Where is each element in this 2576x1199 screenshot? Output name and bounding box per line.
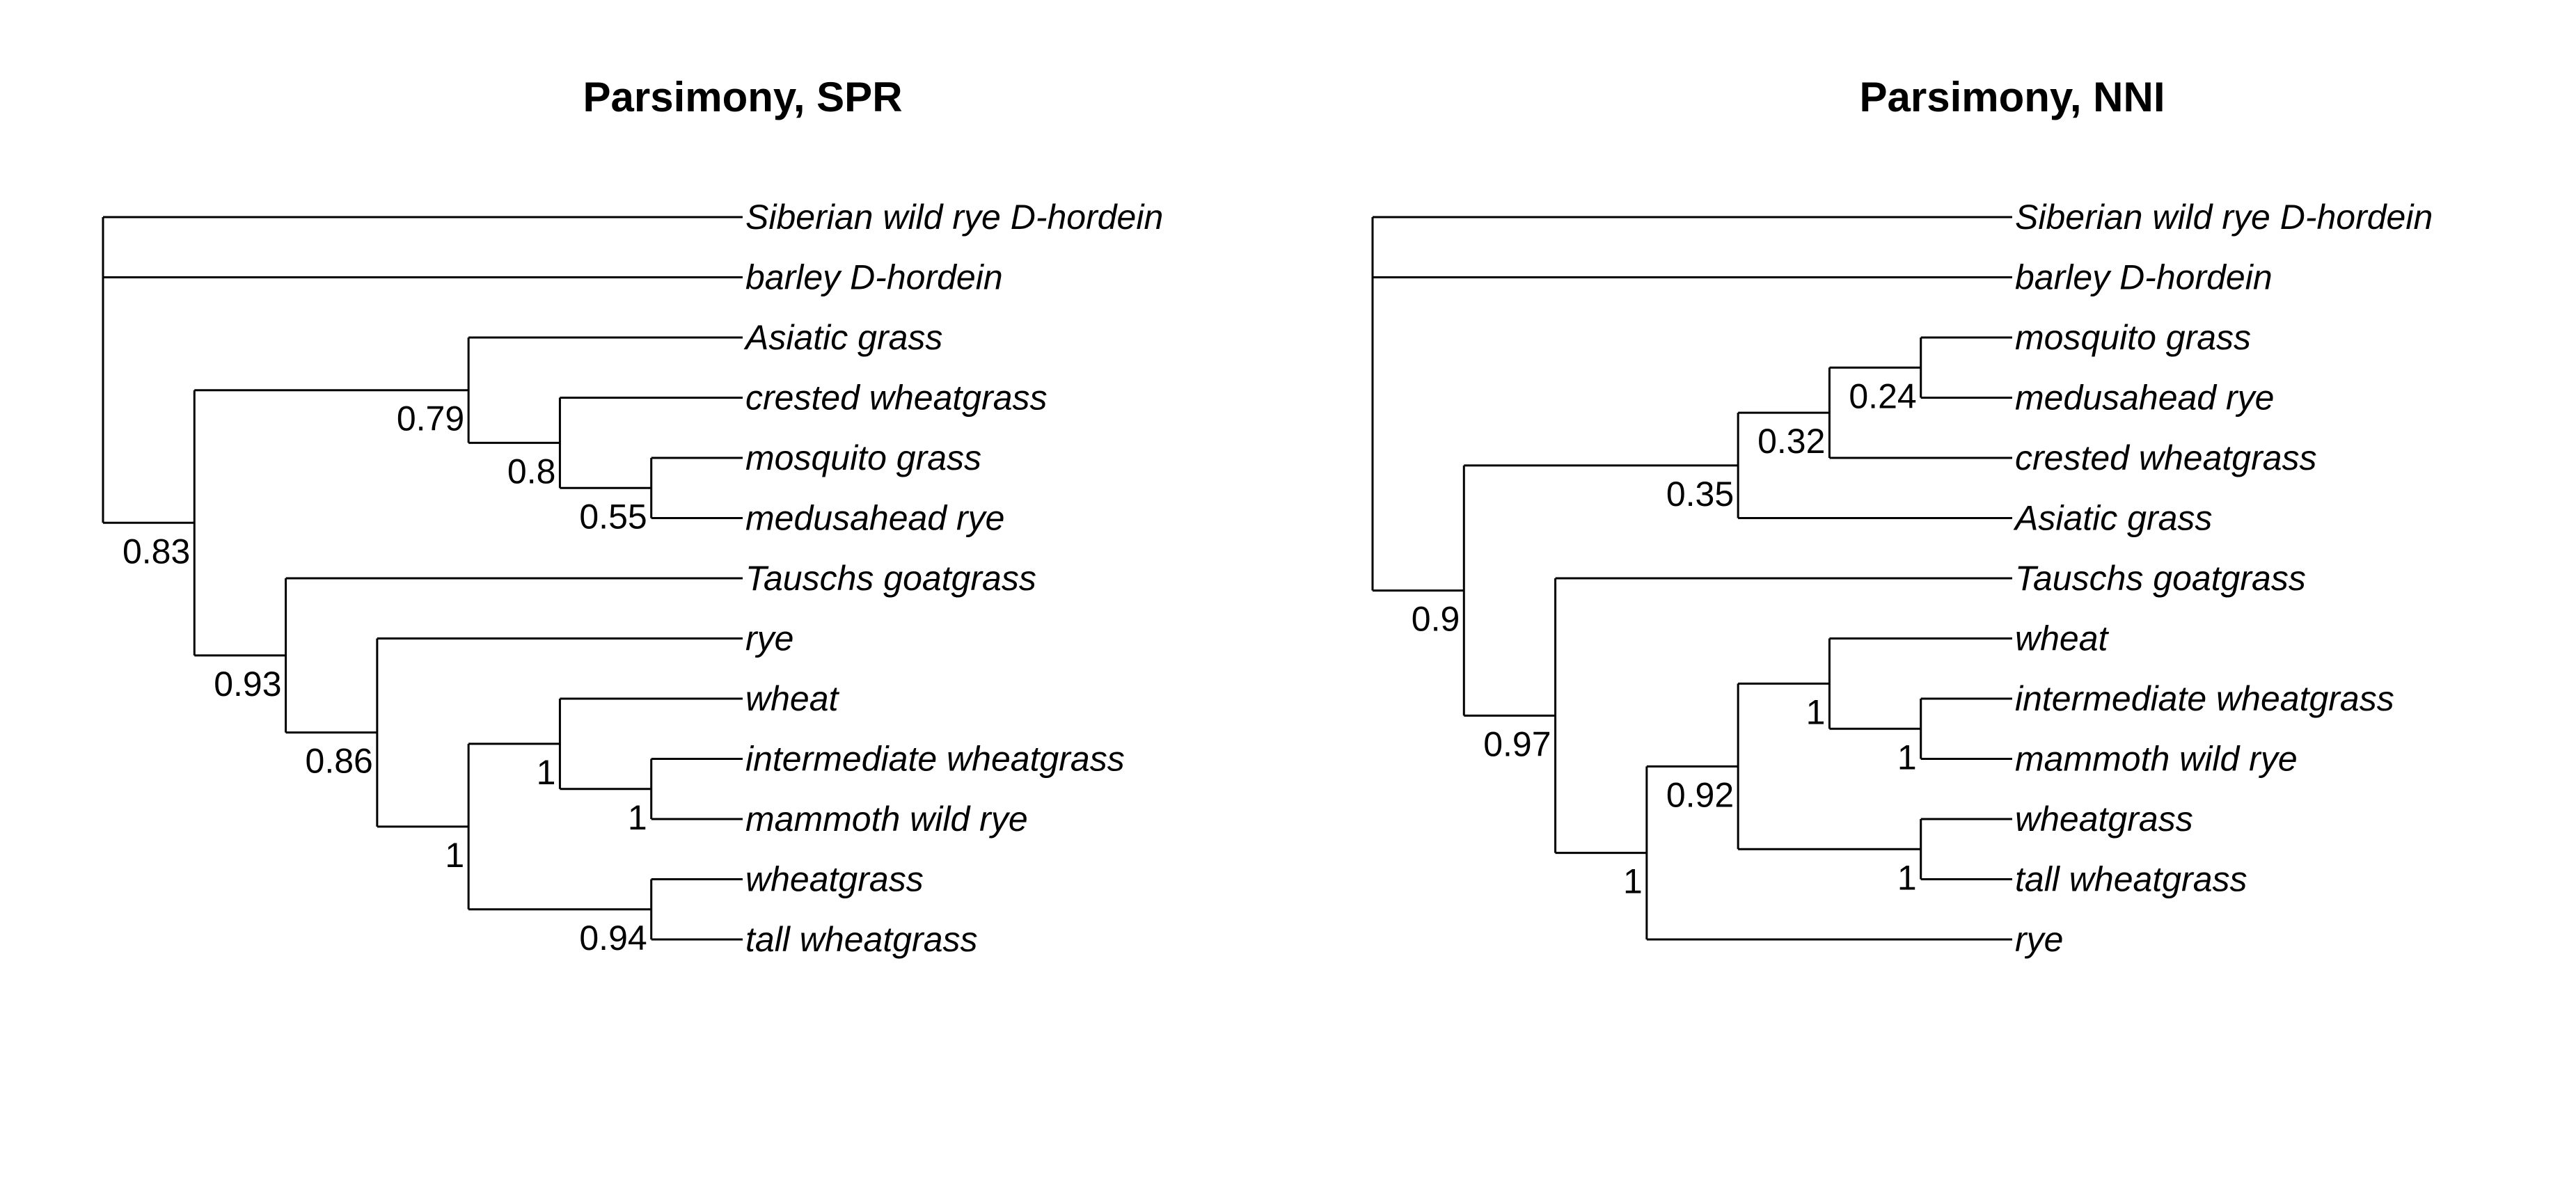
tip-label: mammoth wild rye xyxy=(2015,740,2298,779)
tip-label: wheatgrass xyxy=(2015,800,2193,839)
tip-label: wheatgrass xyxy=(745,860,924,899)
support-value: 0.97 xyxy=(1483,724,1551,763)
support-value: 0.94 xyxy=(579,919,647,958)
tip-label: rye xyxy=(745,619,793,658)
panel-parsimony-nni: Parsimony, NNI Siberian wild rye D-horde… xyxy=(1371,74,2433,959)
panel-title-nni: Parsimony, NNI xyxy=(1859,74,2165,120)
panel-title-spr: Parsimony, SPR xyxy=(583,74,902,120)
tip-label: Siberian wild rye D-hordein xyxy=(745,198,1163,237)
support-value: 0.79 xyxy=(397,399,464,438)
support-value: 1 xyxy=(1623,862,1643,901)
support-value: 1 xyxy=(445,836,464,875)
tip-label: rye xyxy=(2015,920,2063,959)
tip-label: barley D-hordein xyxy=(2015,258,2273,297)
tip-label: medusahead rye xyxy=(2015,379,2274,418)
tip-label: crested wheatgrass xyxy=(2015,438,2317,477)
support-value: 1 xyxy=(537,753,556,792)
tip-label: crested wheatgrass xyxy=(745,379,1048,418)
tip-label: tall wheatgrass xyxy=(745,920,978,959)
support-value: 1 xyxy=(1806,692,1826,731)
tip-label: barley D-hordein xyxy=(745,258,1003,297)
support-value: 0.92 xyxy=(1666,775,1734,814)
tip-label: Tauschs goatgrass xyxy=(2015,559,2306,598)
tip-label: wheat xyxy=(2015,619,2110,658)
tip-label: intermediate wheatgrass xyxy=(2015,679,2394,718)
tip-label: medusahead rye xyxy=(745,499,1004,538)
panel-parsimony-spr: Parsimony, SPR Siberian wild rye D-horde… xyxy=(102,74,1163,959)
tip-label: mosquito grass xyxy=(745,438,981,477)
support-value: 0.86 xyxy=(306,742,373,781)
support-value: 0.8 xyxy=(507,452,556,491)
support-value: 1 xyxy=(628,798,647,837)
tip-label: Asiatic grass xyxy=(743,318,942,357)
tip-label: Siberian wild rye D-hordein xyxy=(2015,198,2433,237)
support-value: 0.83 xyxy=(123,532,190,571)
support-value: 0.35 xyxy=(1666,475,1734,514)
support-value: 1 xyxy=(1897,738,1917,777)
support-value: 0.9 xyxy=(1412,600,1460,639)
tip-label: tall wheatgrass xyxy=(2015,860,2247,899)
tip-label: wheat xyxy=(745,679,840,718)
tip-label: Asiatic grass xyxy=(2013,499,2212,538)
support-value: 0.24 xyxy=(1849,376,1916,415)
tip-label: intermediate wheatgrass xyxy=(745,740,1125,779)
support-value: 1 xyxy=(1897,858,1917,897)
tip-label: mosquito grass xyxy=(2015,318,2251,357)
support-value: 0.93 xyxy=(214,665,281,704)
support-value: 0.32 xyxy=(1757,422,1825,461)
tip-label: mammoth wild rye xyxy=(745,800,1028,839)
tip-label: Tauschs goatgrass xyxy=(745,559,1036,598)
support-value: 0.55 xyxy=(579,497,647,536)
